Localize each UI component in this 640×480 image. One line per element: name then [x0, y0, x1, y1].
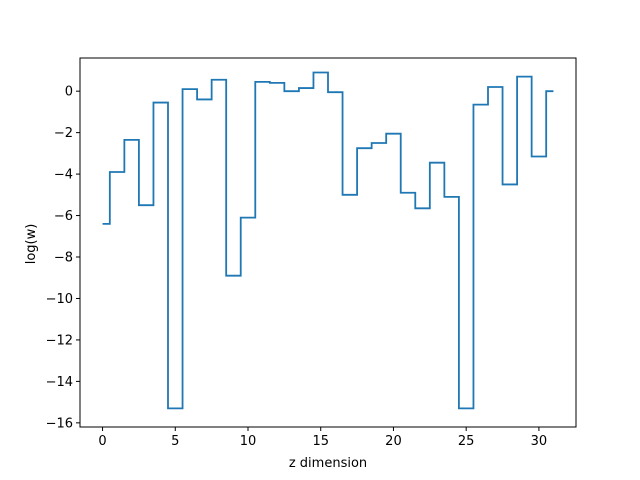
y-tick-label: −14	[46, 375, 73, 390]
y-tick-label: −10	[46, 292, 73, 307]
y-axis-title: log(w)	[24, 224, 39, 265]
x-tick-label: 20	[385, 434, 402, 449]
y-tick-label: −8	[54, 251, 73, 266]
series-line	[102, 71, 554, 410]
x-tick-label: 0	[98, 434, 106, 449]
y-tick-label: 0	[65, 85, 73, 100]
y-axis: −16 −14 −12 −10 −8 −6 −4 −2 0	[46, 85, 80, 431]
y-tick-label: −12	[46, 333, 73, 348]
y-tick-label: −4	[54, 168, 73, 183]
x-tick-label: 25	[458, 434, 475, 449]
x-tick-label: 5	[171, 434, 179, 449]
x-axis-title: z dimension	[289, 456, 367, 471]
x-tick-label: 10	[240, 434, 257, 449]
plot-area	[79, 57, 577, 428]
x-tick-label: 15	[312, 434, 329, 449]
x-tick-label: 30	[531, 434, 548, 449]
y-tick-label: −6	[54, 209, 73, 224]
y-tick-label: −2	[54, 126, 73, 141]
axes-frame	[79, 57, 577, 428]
x-axis: 0 5 10 15 20 25 30	[98, 427, 547, 449]
y-tick-label: −16	[46, 416, 73, 431]
